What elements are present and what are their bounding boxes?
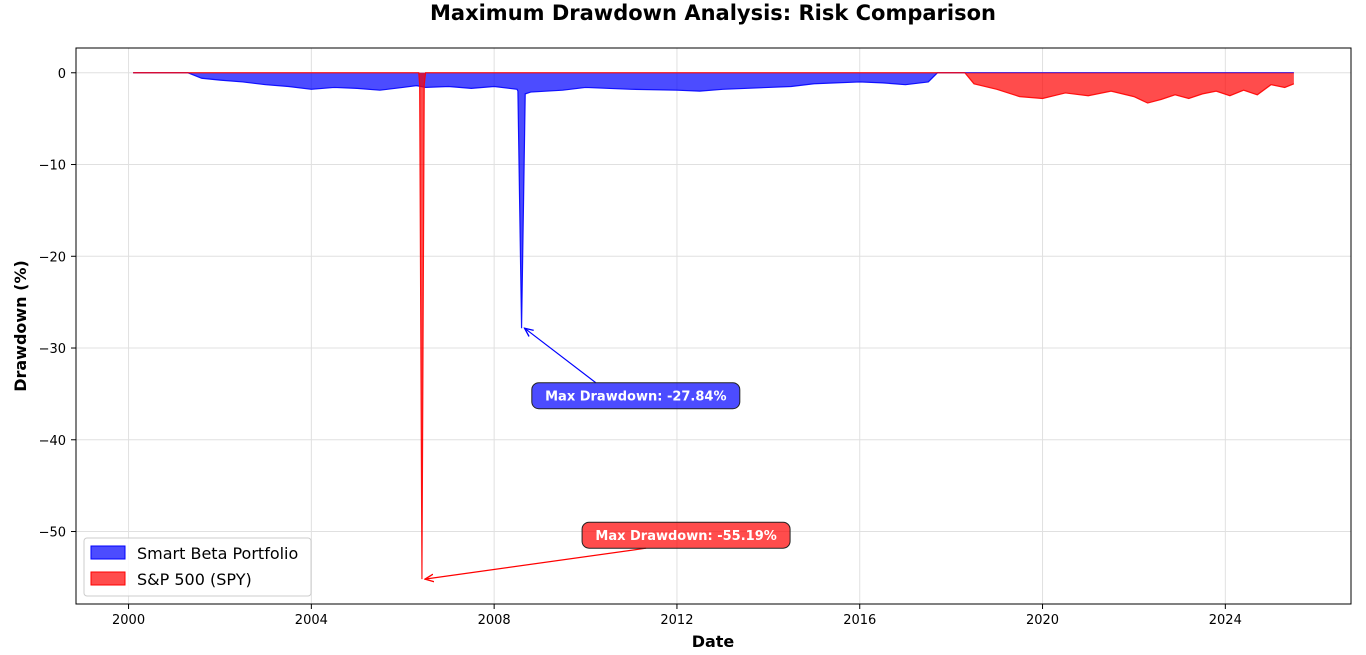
x-tick-label: 2000 bbox=[112, 613, 145, 628]
x-tick-label: 2024 bbox=[1209, 613, 1242, 628]
line-smart_beta bbox=[133, 72, 1294, 329]
y-tick-label: −30 bbox=[39, 342, 66, 357]
grid-lines bbox=[76, 48, 1351, 604]
annotation-arrow bbox=[525, 328, 597, 384]
legend-label-smart-beta: Smart Beta Portfolio bbox=[137, 544, 298, 563]
y-axis-label: Drawdown (%) bbox=[11, 260, 30, 392]
legend-swatch-spy bbox=[90, 571, 126, 586]
line-spy bbox=[133, 72, 1295, 580]
legend: Smart Beta Portfolio S&P 500 (SPY) bbox=[83, 537, 312, 597]
y-tick-label: −40 bbox=[39, 434, 66, 449]
annotation-label: Max Drawdown: -27.84% bbox=[531, 382, 741, 410]
drawdown-areas bbox=[133, 72, 1295, 580]
chart-title: Maximum Drawdown Analysis: Risk Comparis… bbox=[430, 1, 996, 25]
x-axis-label: Date bbox=[692, 632, 735, 651]
annotation-label: Max Drawdown: -55.19% bbox=[581, 521, 791, 549]
annotation-text: Max Drawdown: -55.19% bbox=[595, 529, 776, 544]
x-tick-label: 2012 bbox=[660, 613, 693, 628]
x-tick-label: 2004 bbox=[295, 613, 328, 628]
annotation-box bbox=[581, 521, 791, 549]
legend-box bbox=[83, 537, 312, 597]
y-tick-label: −10 bbox=[39, 159, 66, 174]
x-tick-label: 2008 bbox=[478, 613, 511, 628]
x-axis-ticks: 2000 2004 2008 2012 2016 2020 2024 bbox=[112, 604, 1242, 628]
annotation-text: Max Drawdown: -27.84% bbox=[545, 390, 726, 405]
x-tick-label: 2020 bbox=[1026, 613, 1059, 628]
annotation-arrow bbox=[425, 547, 647, 579]
y-axis-ticks: 0 −10 −20 −30 −40 −50 bbox=[39, 67, 76, 541]
y-tick-label: 0 bbox=[58, 67, 66, 82]
area-spy bbox=[133, 72, 1294, 580]
plot-frame bbox=[75, 47, 1352, 605]
y-tick-label: −50 bbox=[39, 526, 66, 541]
annotation-box bbox=[531, 382, 741, 410]
max-drawdown-annotations: Max Drawdown: -27.84% Max Drawdown: -55.1… bbox=[425, 328, 791, 579]
y-tick-label: −20 bbox=[39, 250, 66, 265]
x-tick-label: 2016 bbox=[843, 613, 876, 628]
legend-label-spy: S&P 500 (SPY) bbox=[137, 570, 252, 589]
area-smart_beta bbox=[133, 72, 1294, 329]
legend-swatch-smart-beta bbox=[90, 545, 126, 560]
